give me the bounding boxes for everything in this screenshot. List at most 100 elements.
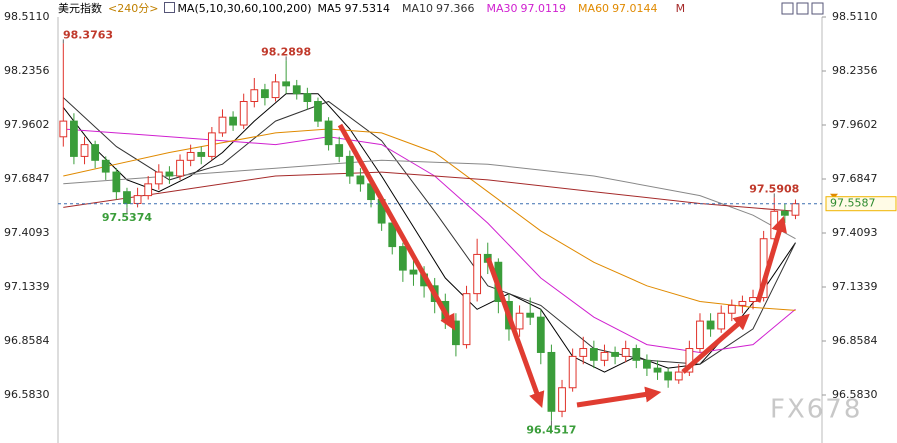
candle-body (59, 120, 68, 138)
candle-body (632, 348, 641, 361)
icon[interactable] (164, 2, 176, 13)
candle-body (70, 120, 78, 157)
annotation: 98.2898 (261, 45, 311, 58)
ma-line (62, 93, 796, 373)
legend-value: 97.0119 (520, 2, 567, 15)
arrow (681, 313, 750, 374)
candle-body (91, 144, 100, 161)
candle-body (356, 175, 365, 185)
plot-area: 98.5110 98.5110 98.2356 98.2356 97.9602 97.96… (4, 10, 897, 437)
window-buttons (781, 2, 824, 15)
candle-body (324, 120, 333, 146)
candle-body (186, 151, 195, 161)
ma-line (62, 97, 796, 365)
candle-body (600, 351, 609, 361)
candle-body (515, 312, 524, 330)
legend-item: MA10 97.366 (402, 2, 481, 15)
candle-body (558, 387, 566, 412)
candle-body (250, 89, 259, 103)
candle-body (282, 81, 291, 87)
candle-body (176, 159, 184, 177)
candle-body (696, 320, 704, 350)
candle-body (303, 93, 312, 103)
period: <240分> (108, 2, 159, 15)
y-tick-label: 97.4093 (4, 226, 50, 239)
candle-body (791, 203, 800, 216)
candle-body (547, 351, 556, 412)
legend-value: 97.0144 (612, 2, 658, 15)
ma-label: MA(5,10,30,60,100,200) (177, 2, 312, 15)
candle-body (261, 89, 269, 99)
candle-body (727, 304, 736, 314)
ma-line (63, 128, 796, 354)
y-tick-label: 97.6847 (4, 172, 50, 185)
candle-body (314, 101, 322, 122)
arrow (337, 123, 456, 331)
last-price-label: 97.5587 (830, 197, 876, 210)
button[interactable] (811, 2, 824, 15)
candle-body (452, 320, 460, 346)
candle-body (536, 316, 545, 353)
candle-body (526, 312, 535, 318)
legend-value: 97.5314 (344, 2, 391, 15)
candle-body (643, 359, 651, 369)
ma-line (63, 159, 796, 240)
legend-item: MA30 97.0119 (487, 2, 573, 15)
last-price-box (825, 196, 897, 212)
y-tick-label: 97.9602 (4, 118, 50, 131)
candle-body (292, 85, 301, 95)
candle-body (589, 348, 598, 361)
candle-body (780, 210, 789, 216)
ma-line (63, 171, 796, 212)
ma-line (63, 128, 796, 311)
y-tick-label: 98.2356 (832, 64, 878, 77)
annotation: 98.3763 (63, 28, 113, 41)
y-tick-label: 97.1339 (4, 280, 50, 293)
annotation: 97.5374 (102, 211, 152, 224)
candle-body (80, 144, 89, 157)
candle-body (473, 253, 482, 295)
button[interactable] (781, 2, 794, 15)
candle-body (611, 351, 619, 357)
y-tick-label: 97.6847 (832, 172, 878, 185)
candle-body (717, 312, 726, 330)
candle-body (154, 171, 163, 185)
legend-value: 97.366 (436, 2, 475, 15)
candle-body (144, 183, 153, 197)
y-tick-label: 98.2356 (4, 64, 50, 77)
y-tick-label: 97.4093 (832, 226, 878, 239)
candle-body (335, 144, 344, 157)
arrow (755, 215, 787, 303)
candle-body (653, 367, 662, 373)
candle-body (664, 371, 673, 381)
trend-arrows (337, 123, 787, 409)
legend-name: MA10 (402, 2, 434, 15)
candle-body (579, 348, 588, 357)
header: 美元指数 <240分> MA(5,10,30,60,100,200) MA5 97.53… (58, 2, 691, 16)
candle-body (271, 81, 280, 99)
candle-body (738, 300, 747, 306)
candle-body (218, 116, 227, 134)
header-title: 美元指数 (58, 2, 102, 15)
annotation: 96.4517 (526, 424, 576, 437)
legend-name: MA30 (486, 2, 518, 15)
candle-body (197, 151, 206, 157)
arrow (576, 386, 662, 408)
watermark: FX678 (770, 395, 862, 425)
candle-body (207, 132, 216, 157)
candle-body (706, 320, 715, 330)
y-tick-label: 96.8584 (832, 334, 878, 347)
button[interactable] (796, 2, 809, 15)
arrow (485, 257, 545, 409)
candle-body (112, 171, 121, 193)
y-tick-label: 96.8584 (4, 334, 50, 347)
candle-body (133, 195, 142, 204)
candle-body (568, 355, 577, 389)
legend-name: MA60 (578, 2, 610, 15)
candle-body (749, 297, 757, 302)
truncated-legend: M (675, 2, 686, 15)
y-tick-label: 98.5110 (4, 10, 50, 23)
candle-body (239, 101, 248, 126)
